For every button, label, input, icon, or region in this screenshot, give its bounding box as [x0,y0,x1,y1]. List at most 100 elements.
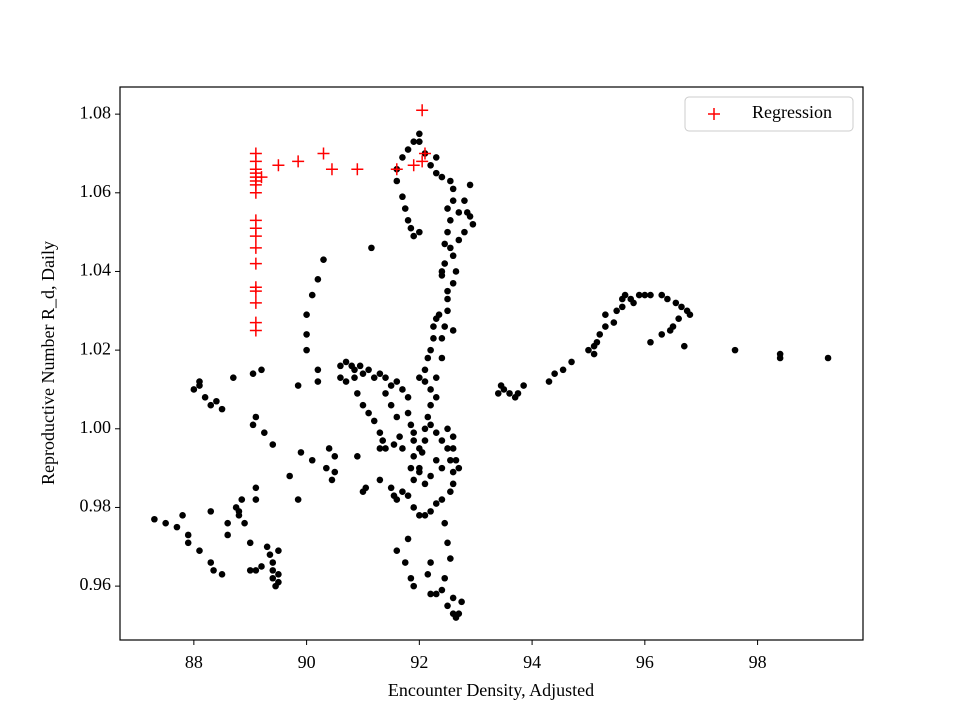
point [359,401,367,409]
point [184,539,192,547]
point [354,390,361,397]
point [399,445,406,452]
point [246,567,254,574]
point [252,413,260,421]
point [449,594,457,602]
point [449,279,457,287]
point [432,394,440,401]
point [376,445,384,452]
point [190,386,198,393]
point [416,228,423,236]
legend-box [684,96,854,132]
point [401,205,409,212]
point [404,146,412,153]
point [151,515,158,523]
point [435,311,443,319]
point [621,291,629,299]
point [432,374,440,381]
plus-marker [416,155,429,168]
y-axis-label: Reproductive Number R_d, Daily [38,241,58,485]
point [455,610,463,617]
point [382,374,389,381]
point [404,409,412,417]
point [410,138,418,145]
point [824,354,832,362]
point [449,185,457,193]
point [359,370,367,378]
point [396,433,403,440]
point [421,437,429,444]
y-tick-label: 1.04 [80,260,112,280]
point [269,441,277,448]
point [399,488,406,496]
point [438,496,446,503]
point [427,421,434,429]
plus-marker [255,171,268,184]
x-tick-label: 90 [298,652,316,672]
point [196,547,203,555]
point [416,138,423,145]
x-tick-label: 94 [523,652,541,672]
point [686,311,694,319]
point [447,488,454,496]
y-tick-label: 0.98 [80,496,112,516]
point [218,405,226,413]
point [379,437,386,444]
point [325,445,333,452]
point [514,390,522,397]
point [613,307,620,315]
y-tick-label: 0.96 [80,574,112,594]
point [179,512,186,519]
point [399,386,406,393]
point [449,197,457,204]
plus-marker [272,159,285,172]
point [416,130,423,138]
point [678,303,685,311]
point [432,154,440,161]
point [393,378,401,385]
point [449,468,457,476]
point [410,437,418,444]
point [427,559,434,566]
point [201,394,209,401]
point [424,571,432,578]
plus-marker [351,163,364,176]
point [441,260,449,267]
point [173,523,181,531]
point [647,338,654,346]
point [449,433,457,440]
y-tick-label: 1.06 [80,181,112,201]
point [266,551,274,558]
point [356,362,364,370]
point [432,500,440,507]
point [410,582,418,590]
point [252,496,260,503]
point [593,338,601,346]
point [184,531,192,539]
point [421,378,429,385]
point [213,397,220,405]
point [647,291,654,299]
point [207,401,215,409]
point [337,374,344,381]
point [664,295,671,303]
y-tick-label: 1.08 [80,102,112,122]
point [444,445,451,452]
point [438,173,446,181]
point [314,276,322,283]
point [545,378,553,385]
plus-marker [325,163,338,176]
point [224,519,231,527]
point [328,476,336,484]
point [351,366,358,374]
point [320,256,327,263]
point [427,386,434,393]
point [376,429,384,437]
point [432,169,440,177]
point [500,386,508,393]
x-axis-label: Encounter Density, Adjusted [388,680,594,700]
point [261,429,268,437]
point [447,217,454,224]
point [303,331,310,338]
point [444,295,451,303]
